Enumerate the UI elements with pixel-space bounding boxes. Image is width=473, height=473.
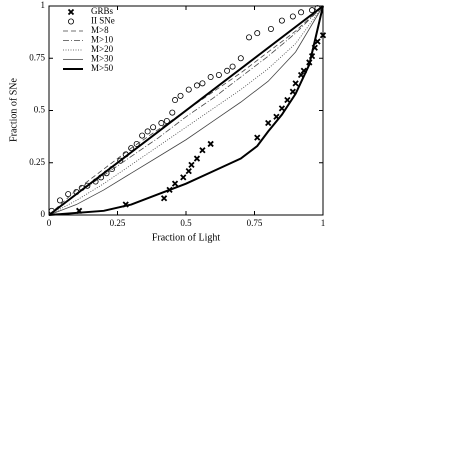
series-line [48,5,324,216]
x-tick-label: 0.25 [110,218,126,228]
x-marker [319,32,327,39]
legend-label: M>8 [91,25,109,35]
circle-marker [84,182,91,189]
x-marker [254,134,261,141]
circle-marker [158,120,165,127]
circle-marker [237,55,244,62]
x-marker-stroke [278,105,286,112]
x-marker-stroke [289,88,296,95]
x-marker-stroke [292,80,299,87]
circle-marker [246,34,253,41]
x-marker [193,155,201,162]
circle-marker [254,30,261,37]
series-line [48,5,324,216]
x-marker [278,105,286,112]
circle-marker [193,82,200,89]
legend-symbol [67,8,75,16]
x-marker [292,80,299,87]
x-marker-stroke [67,8,75,16]
circle-marker [289,13,296,20]
x-marker-stroke [171,180,179,187]
x-marker-stroke [199,147,206,154]
x-axis-label: Fraction of Light [152,232,221,243]
x-marker [171,180,179,187]
circle-marker [278,17,285,24]
x-marker-stroke [254,134,261,141]
x-tick-label: 0 [47,218,52,228]
y-tick-label: 0.25 [29,157,45,167]
circle-marker [163,117,170,124]
x-marker-stroke [188,161,195,168]
x-marker [180,174,187,181]
y-tick-label: 0.5 [34,105,46,115]
circle-marker [117,157,124,164]
x-marker-stroke [180,174,187,181]
x-marker [289,88,296,95]
circle-marker [185,86,192,93]
x-marker [199,147,206,154]
x-marker-stroke [265,119,272,127]
x-tick-label: 0.5 [180,218,192,228]
circle-marker [229,63,236,70]
circle-marker [267,25,274,32]
circle-marker [133,140,140,147]
legend-label: M>50 [91,63,114,73]
x-marker-stroke [193,155,201,162]
circle-marker [56,197,63,204]
circle-marker [139,132,146,139]
y-tick-label: 1 [41,0,46,10]
circle-marker [224,67,231,74]
x-marker [284,96,291,104]
legend-symbol [68,18,75,25]
x-marker-stroke [284,96,291,104]
y-axis-label: Fraction of SNe [8,78,19,142]
legend-label: M>30 [91,54,114,64]
circle-marker [169,109,176,116]
circle-marker [144,128,151,135]
x-marker-stroke [319,32,327,39]
legend-label: M>10 [91,35,114,45]
circle-marker [298,9,305,16]
x-marker [188,161,195,168]
x-tick-label: 0.75 [247,218,263,228]
legend-label: II SNe [91,16,115,26]
series-line [48,5,324,216]
circle-marker [150,124,157,131]
series-line [48,5,324,216]
circle-marker [199,80,206,87]
legend-label: M>20 [91,44,114,54]
circle-marker [215,71,222,78]
circle-marker [65,191,72,198]
y-tick-label: 0 [41,209,46,219]
x-marker [207,140,214,148]
x-marker [160,195,168,202]
circle-marker [128,145,135,152]
x-marker-stroke [160,195,168,202]
x-marker [185,167,192,175]
x-marker-stroke [207,140,214,148]
circle-marker [172,97,179,104]
y-tick-label: 0.75 [29,52,45,62]
circle-marker [177,92,184,99]
legend-label: GRBs [91,6,114,16]
circle-marker [309,7,316,14]
x-tick-label: 1 [321,218,326,228]
x-marker-stroke [185,167,192,175]
circle-marker [207,74,214,81]
x-marker [265,119,272,127]
series-line [48,5,324,216]
